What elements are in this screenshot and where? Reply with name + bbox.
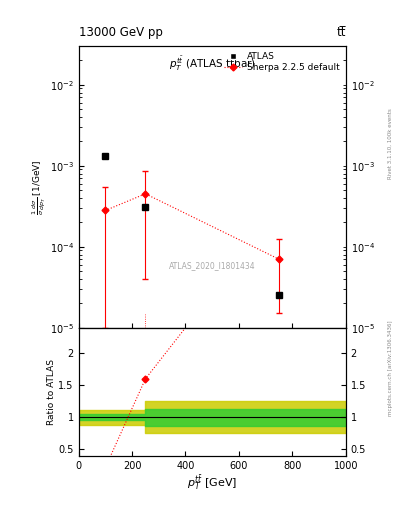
- Text: ATLAS_2020_I1801434: ATLAS_2020_I1801434: [169, 261, 255, 270]
- Legend: ATLAS, Sherpa 2.2.5 default: ATLAS, Sherpa 2.2.5 default: [222, 51, 342, 74]
- Text: 13000 GeV pp: 13000 GeV pp: [79, 26, 162, 39]
- Y-axis label: Ratio to ATLAS: Ratio to ATLAS: [47, 359, 55, 424]
- Text: mcplots.cern.ch [arXiv:1306.3436]: mcplots.cern.ch [arXiv:1306.3436]: [387, 321, 393, 416]
- X-axis label: $p^{t\bar{t}}_{T}$ [GeV]: $p^{t\bar{t}}_{T}$ [GeV]: [187, 473, 237, 492]
- Text: $p_{T}^{t\bar{t}}$ (ATLAS ttbar): $p_{T}^{t\bar{t}}$ (ATLAS ttbar): [169, 55, 256, 73]
- Text: tt̅: tt̅: [336, 26, 346, 39]
- Text: Rivet 3.1.10, 100k events: Rivet 3.1.10, 100k events: [387, 108, 393, 179]
- Y-axis label: $\frac{1}{\sigma}\frac{d\sigma}{dp_T}$ [1/GeV]: $\frac{1}{\sigma}\frac{d\sigma}{dp_T}$ […: [31, 159, 48, 215]
